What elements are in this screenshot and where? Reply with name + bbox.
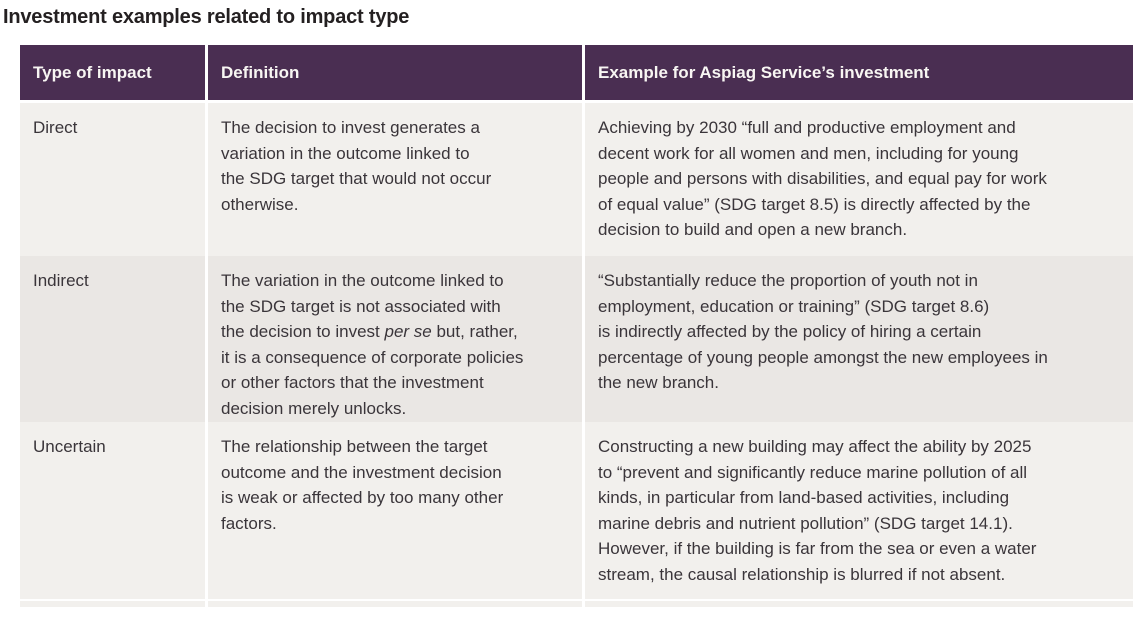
bottom-strip-segment	[20, 601, 205, 607]
impact-type-table: Type of impact Definition Example for As…	[20, 45, 1133, 607]
table-row-uncertain: Uncertain The relationship between the t…	[20, 422, 1133, 599]
definition-italic-text: per se	[384, 322, 432, 341]
bottom-strip-segment	[585, 601, 1133, 607]
impact-type-cell: Direct	[20, 103, 205, 256]
table-bottom-strip	[20, 601, 1133, 607]
impact-type-cell: Indirect	[20, 256, 205, 422]
column-header-example: Example for Aspiag Service’s investment	[585, 45, 1133, 100]
bottom-strip-segment	[208, 601, 582, 607]
example-cell: Constructing a new building may affect t…	[585, 422, 1133, 599]
table-row-indirect: Indirect The variation in the outcome li…	[20, 256, 1133, 422]
definition-cell: The decision to invest generates a varia…	[208, 103, 582, 256]
column-header-definition: Definition	[208, 45, 582, 100]
example-cell: “Substantially reduce the proportion of …	[585, 256, 1133, 422]
definition-text: but, rather, it is a consequence of corp…	[221, 322, 524, 418]
impact-type-cell: Uncertain	[20, 422, 205, 599]
table-title: Investment examples related to impact ty…	[3, 6, 410, 28]
definition-cell: The relationship between the target outc…	[208, 422, 582, 599]
definition-text: The variation in the outcome linked to t…	[221, 271, 504, 341]
table-row-direct: Direct The decision to invest generates …	[20, 103, 1133, 256]
example-cell: Achieving by 2030 “full and productive e…	[585, 103, 1133, 256]
column-header-type-of-impact: Type of impact	[20, 45, 205, 100]
definition-cell: The variation in the outcome linked to t…	[208, 256, 582, 422]
table-header-row: Type of impact Definition Example for As…	[20, 45, 1133, 100]
